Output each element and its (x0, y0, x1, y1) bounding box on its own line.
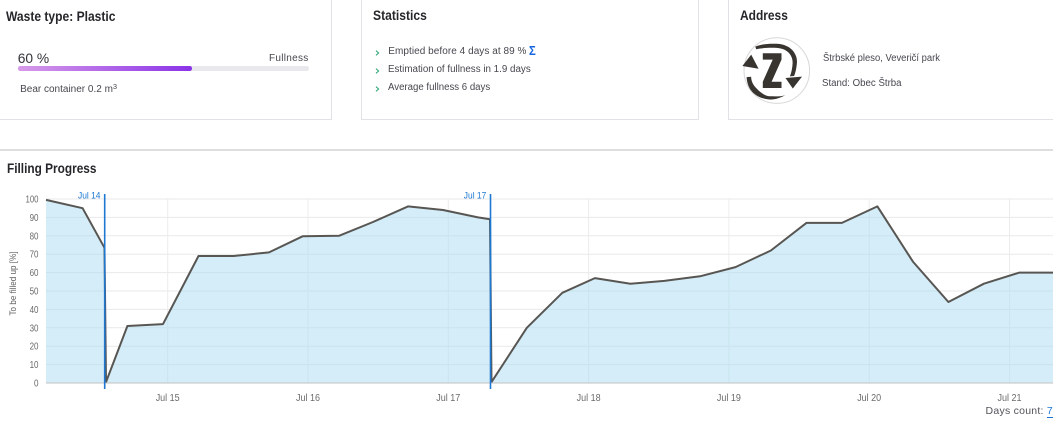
svg-text:Jul 16: Jul 16 (296, 393, 320, 404)
svg-text:Jul 17: Jul 17 (436, 393, 460, 404)
svg-text:30: 30 (30, 323, 39, 334)
svg-text:40: 40 (30, 305, 39, 316)
svg-text:Jul 18: Jul 18 (577, 393, 601, 404)
svg-text:100: 100 (26, 195, 39, 206)
svg-text:Jul 17: Jul 17 (464, 190, 487, 200)
svg-text:50: 50 (30, 287, 39, 298)
svg-text:90: 90 (30, 213, 39, 224)
svg-text:20: 20 (30, 342, 39, 353)
svg-text:Jul 14: Jul 14 (78, 190, 101, 200)
svg-text:Jul 21: Jul 21 (998, 393, 1022, 404)
svg-text:70: 70 (30, 250, 39, 261)
svg-text:60: 60 (30, 268, 39, 279)
svg-text:Jul 20: Jul 20 (857, 393, 881, 404)
svg-text:10: 10 (30, 360, 39, 371)
svg-text:80: 80 (30, 231, 39, 242)
svg-text:Jul 19: Jul 19 (717, 393, 741, 404)
svg-text:To be filled up [%]: To be filled up [%] (8, 252, 18, 316)
svg-text:Jul 15: Jul 15 (156, 393, 180, 404)
svg-text:0: 0 (34, 379, 39, 390)
